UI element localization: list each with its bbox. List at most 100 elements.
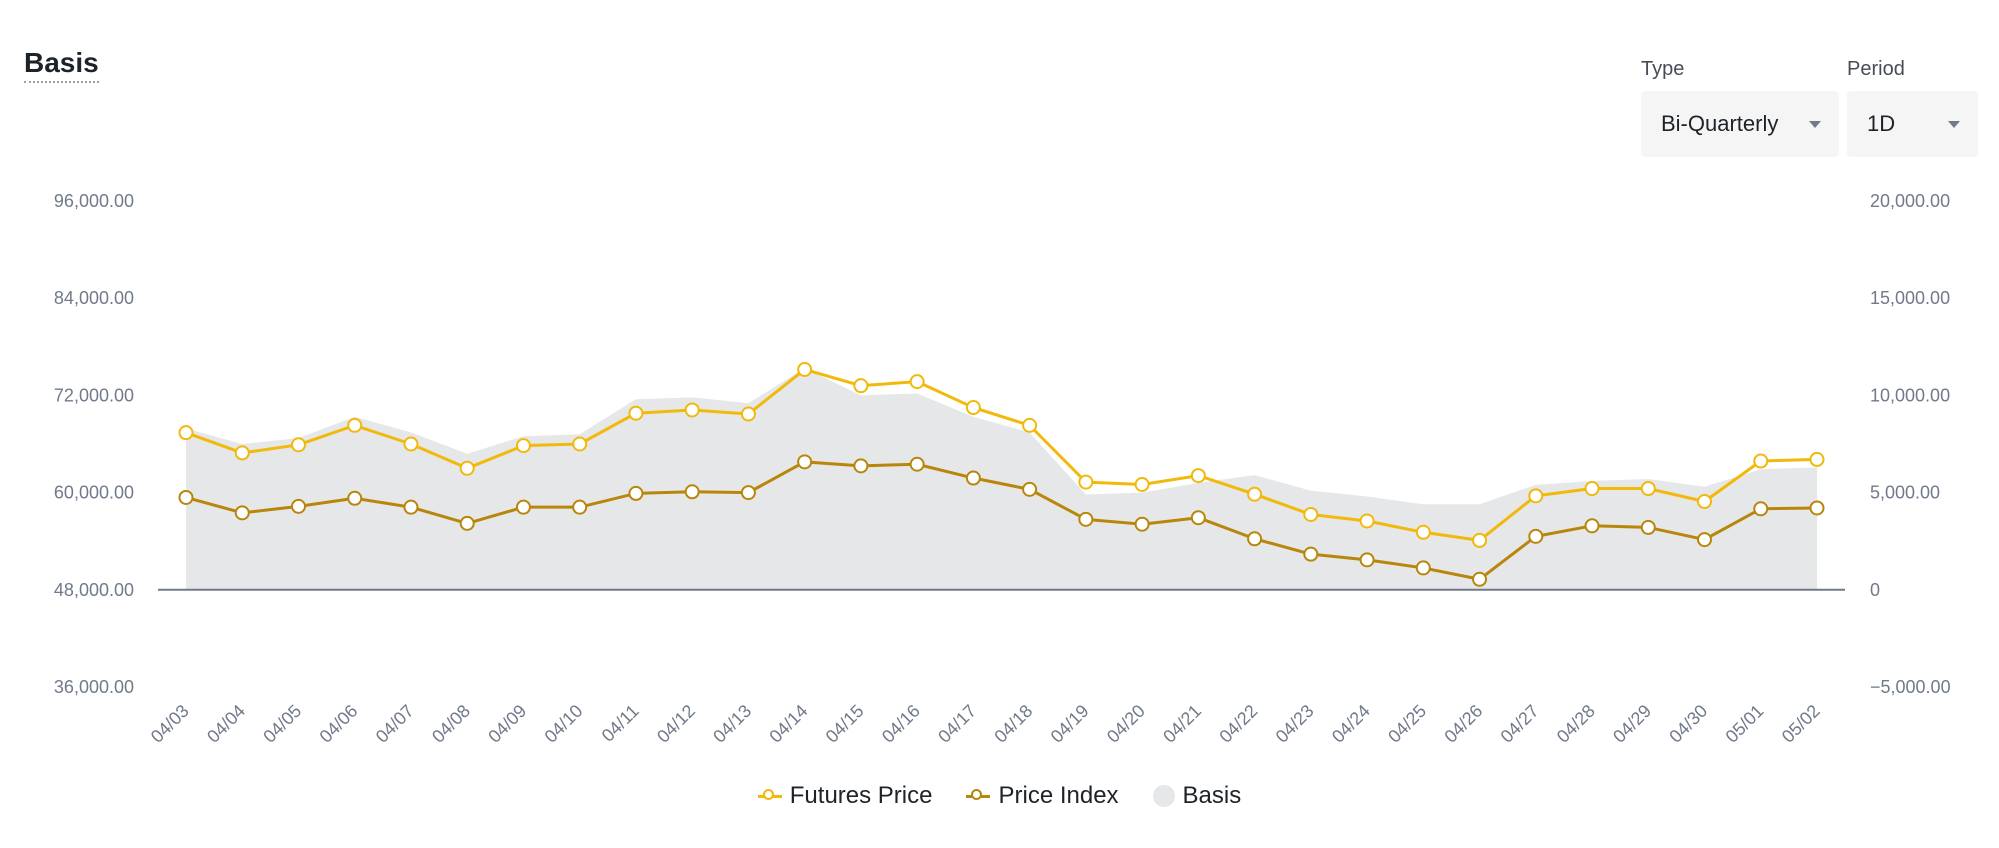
legend-item-futures-price[interactable]: Futures Price xyxy=(757,782,933,810)
price-index-point[interactable] xyxy=(1134,516,1150,532)
price-index-line xyxy=(185,460,1818,581)
x-tick-label: 04/28 xyxy=(1553,701,1599,747)
legend-item-basis[interactable]: Basis xyxy=(1152,782,1241,810)
futures-price-point[interactable] xyxy=(965,400,981,416)
x-tick-label: 05/02 xyxy=(1778,701,1824,747)
futures-price-point[interactable] xyxy=(1078,474,1094,490)
futures-price-point[interactable] xyxy=(234,445,250,461)
x-tick-label: 04/19 xyxy=(1047,701,1093,747)
x-tick-label: 04/22 xyxy=(1215,701,1261,747)
y-right-tick-label: 0 xyxy=(1870,580,1880,600)
price-index-point[interactable] xyxy=(628,485,644,501)
price-index-point[interactable] xyxy=(797,454,813,470)
y-right-tick-label: 5,000.00 xyxy=(1870,483,1940,503)
chevron-down-icon xyxy=(1948,120,1960,128)
x-tick-label: 04/27 xyxy=(1497,701,1543,747)
x-tick-label: 04/25 xyxy=(1384,701,1430,747)
chevron-down-icon xyxy=(1809,120,1821,128)
price-index-point[interactable] xyxy=(1303,546,1319,562)
legend-line-icon xyxy=(966,788,991,800)
price-index-point[interactable] xyxy=(1528,528,1544,544)
price-index-point[interactable] xyxy=(234,505,250,521)
x-tick-label: 04/30 xyxy=(1665,701,1711,747)
futures-price-point[interactable] xyxy=(1303,506,1319,522)
period-label: Period xyxy=(1847,58,1905,80)
y-left-tick-label: 60,000.00 xyxy=(54,483,134,503)
futures-price-point[interactable] xyxy=(515,438,531,454)
price-index-point[interactable] xyxy=(1584,518,1600,534)
price-index-point[interactable] xyxy=(965,470,981,486)
price-index-point[interactable] xyxy=(459,515,475,531)
futures-price-point[interactable] xyxy=(1809,451,1825,467)
x-tick-label: 04/11 xyxy=(598,701,643,746)
series-lines xyxy=(185,367,1818,581)
futures-price-point[interactable] xyxy=(628,405,644,421)
futures-price-point[interactable] xyxy=(1753,453,1769,469)
type-select[interactable]: Bi-Quarterly xyxy=(1641,91,1839,157)
page-title: Basis xyxy=(24,47,99,83)
price-index-point[interactable] xyxy=(1022,481,1038,497)
x-tick-label: 04/26 xyxy=(1440,701,1486,747)
basis-area xyxy=(186,368,1817,590)
futures-price-point[interactable] xyxy=(1247,486,1263,502)
futures-price-point[interactable] xyxy=(1472,532,1488,548)
price-index-point[interactable] xyxy=(1359,552,1375,568)
futures-price-point[interactable] xyxy=(1415,524,1431,540)
futures-price-point[interactable] xyxy=(853,378,869,394)
x-tick-label: 04/18 xyxy=(990,701,1036,747)
futures-price-point[interactable] xyxy=(1022,417,1038,433)
price-index-point[interactable] xyxy=(178,489,194,505)
price-index-point[interactable] xyxy=(1640,519,1656,535)
price-index-point[interactable] xyxy=(1247,531,1263,547)
price-index-point[interactable] xyxy=(403,499,419,515)
legend-line-icon xyxy=(757,788,782,800)
price-index-point[interactable] xyxy=(1809,500,1825,516)
futures-price-point[interactable] xyxy=(1584,481,1600,497)
futures-price-point[interactable] xyxy=(290,437,306,453)
x-tick-label: 04/15 xyxy=(822,701,868,747)
price-index-point[interactable] xyxy=(1753,501,1769,517)
futures-price-point[interactable] xyxy=(572,436,588,452)
futures-price-point[interactable] xyxy=(684,402,700,418)
price-index-point[interactable] xyxy=(1415,560,1431,576)
futures-price-point[interactable] xyxy=(1640,481,1656,497)
basis-area-layer xyxy=(186,368,1817,590)
legend-label: Futures Price xyxy=(789,782,933,809)
period-select[interactable]: 1D xyxy=(1847,91,1978,157)
futures-price-point[interactable] xyxy=(347,417,363,433)
price-index-point[interactable] xyxy=(1078,511,1094,527)
x-tick-label: 04/04 xyxy=(203,701,249,747)
price-index-point[interactable] xyxy=(1190,510,1206,526)
y-right-tick-label: 15,000.00 xyxy=(1870,288,1950,308)
futures-price-point[interactable] xyxy=(178,425,194,441)
price-index-point[interactable] xyxy=(909,456,925,472)
x-tick-label: 04/23 xyxy=(1272,701,1318,747)
x-tick-label: 04/13 xyxy=(709,701,755,747)
price-index-point[interactable] xyxy=(853,458,869,474)
futures-price-point[interactable] xyxy=(797,361,813,377)
futures-price-point[interactable] xyxy=(459,460,475,476)
legend-item-price-index[interactable]: Price Index xyxy=(966,782,1119,810)
futures-price-point[interactable] xyxy=(909,374,925,390)
legend: Futures Price Price Index Basis xyxy=(0,782,1999,810)
futures-price-point[interactable] xyxy=(1528,488,1544,504)
period-select-value: 1D xyxy=(1867,111,1896,136)
futures-price-point[interactable] xyxy=(403,436,419,452)
price-index-point[interactable] xyxy=(515,499,531,515)
futures-price-point[interactable] xyxy=(740,406,756,422)
price-index-point[interactable] xyxy=(1697,532,1713,548)
price-index-point[interactable] xyxy=(1472,571,1488,587)
futures-price-point[interactable] xyxy=(1190,468,1206,484)
y-left-tick-label: 36,000.00 xyxy=(54,677,134,697)
x-tick-label: 04/10 xyxy=(541,701,587,747)
price-index-point[interactable] xyxy=(572,499,588,515)
futures-price-point[interactable] xyxy=(1359,513,1375,529)
price-index-point[interactable] xyxy=(684,484,700,500)
type-label: Type xyxy=(1641,58,1685,80)
price-index-point[interactable] xyxy=(347,490,363,506)
futures-price-point[interactable] xyxy=(1134,477,1150,492)
price-index-point[interactable] xyxy=(740,485,756,501)
price-index-point[interactable] xyxy=(290,498,306,514)
futures-price-point[interactable] xyxy=(1697,494,1713,510)
